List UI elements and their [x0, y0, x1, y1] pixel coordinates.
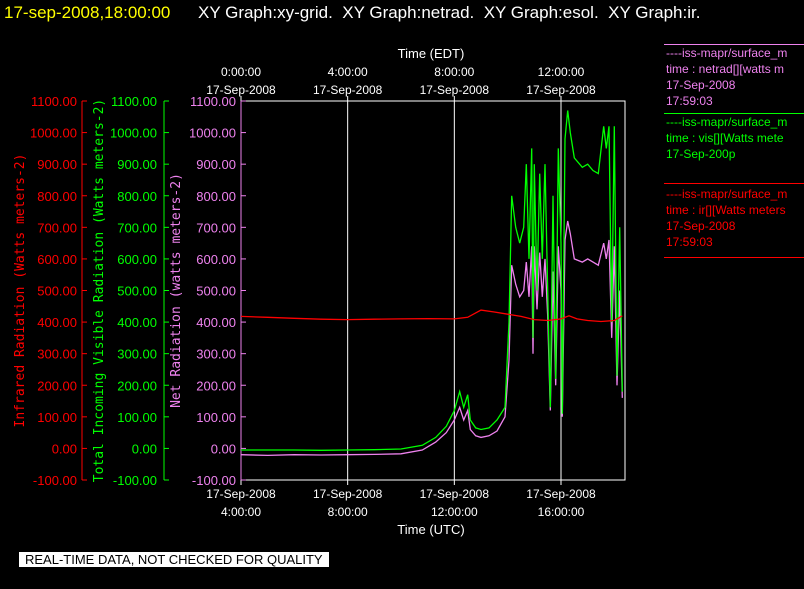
legend-date: 17-Sep-2008	[666, 78, 736, 92]
y-tick-label-net: 200.00	[196, 378, 236, 393]
series-line-visible	[241, 110, 623, 451]
y-tick-label-infrared: 800.00	[37, 189, 77, 204]
legend-variable: time : netrad[][watts m	[666, 62, 785, 76]
x-tick-label-time: 8:00:00	[328, 505, 368, 519]
y-tick-label-visible: 800.00	[117, 189, 157, 204]
y-tick-label-infrared: 900.00	[37, 157, 77, 172]
series-line-net	[241, 220, 623, 457]
top-tick-label-date: 17-Sep-2008	[420, 83, 490, 97]
plot-frame	[240, 100, 626, 481]
top-tick-label-date: 17-Sep-2008	[526, 83, 596, 97]
top-tick-label-date: 17-Sep-2008	[313, 83, 383, 97]
legend-source: ----iss-mapr/surface_m	[666, 115, 788, 129]
top-tick-label-time: 0:00:00	[221, 65, 261, 79]
graph-title-xy-grid: XY Graph:xy-grid.	[198, 3, 333, 22]
top-tick-label-date: 17-Sep-2008	[206, 83, 276, 97]
legend-date: 17-Sep-2008	[666, 219, 736, 233]
y-tick-label-infrared: 700.00	[37, 220, 77, 235]
y-tick-label-infrared: 600.00	[37, 252, 77, 267]
y-tick-label-infrared: 500.00	[37, 284, 77, 299]
legend-source: ----iss-mapr/surface_m	[666, 46, 788, 60]
y-tick-label-visible: -100.00	[113, 473, 157, 488]
graph-titles: XY Graph:xy-grid. XY Graph:netrad. XY Gr…	[198, 3, 700, 23]
y-tick-label-net: 300.00	[196, 347, 236, 362]
series-line-infrared	[241, 309, 623, 323]
y-tick-label-net: -100.00	[192, 473, 236, 488]
y-tick-label-infrared: 1000.00	[30, 126, 77, 141]
y-axis-title-visible: Total Incoming Visible Radiation (Watts …	[92, 99, 107, 483]
top-tick-label-time: 4:00:00	[328, 65, 368, 79]
y-tick-label-visible: 100.00	[117, 410, 157, 425]
y-tick-label-visible: 600.00	[117, 252, 157, 267]
x-tick-label-time: 4:00:00	[221, 505, 261, 519]
y-tick-label-visible: 500.00	[117, 284, 157, 299]
legend-time: 17:59:03	[666, 235, 713, 249]
y-tick-label-visible: 200.00	[117, 378, 157, 393]
top-tick-label-time: 8:00:00	[434, 65, 474, 79]
legend-variable: time : ir[][Watts meters	[666, 203, 786, 217]
y-tick-label-net: 800.00	[196, 189, 236, 204]
y-tick-label-infrared: 1100.00	[31, 94, 77, 109]
y-tick-label-net: 1000.00	[189, 126, 236, 141]
y-tick-label-infrared: 200.00	[37, 378, 77, 393]
y-tick-label-infrared: 100.00	[37, 410, 77, 425]
top-tick-label-time: 12:00:00	[538, 65, 585, 79]
top-axis-title: Time (EDT)	[398, 46, 465, 61]
graph-title-esol: XY Graph:esol.	[483, 3, 599, 22]
y-tick-label-net: 600.00	[196, 252, 236, 267]
y-tick-label-net: 700.00	[196, 220, 236, 235]
y-axis-title-infrared: Infrared Radiation (Watts meters-2)	[13, 154, 28, 428]
legend-separator	[664, 183, 804, 184]
y-tick-label-net: 1100.00	[190, 94, 236, 109]
x-axis-title: Time (UTC)	[397, 522, 464, 537]
graph-title-netrad: XY Graph:netrad.	[342, 3, 475, 22]
legend-entry-netrad: ----iss-mapr/surface_m time : netrad[][w…	[666, 45, 787, 109]
y-tick-label-visible: 900.00	[117, 157, 157, 172]
x-tick-label-time: 16:00:00	[538, 505, 585, 519]
y-axis-title-net: Net Radiation (watts meters-2)	[169, 173, 184, 408]
graph-title-ir: XY Graph:ir.	[608, 3, 701, 22]
y-tick-label-visible: 0.00	[132, 441, 157, 456]
timestamp-header: 17-sep-2008,18:00:00	[4, 3, 171, 22]
y-tick-label-visible: 300.00	[117, 347, 157, 362]
x-tick-label-date: 17-Sep-2008	[420, 487, 490, 501]
y-tick-label-infrared: -100.00	[33, 473, 77, 488]
y-tick-label-visible: 700.00	[117, 220, 157, 235]
legend-time: 17:59:03	[666, 94, 713, 108]
x-tick-label-date: 17-Sep-2008	[526, 487, 596, 501]
legend-variable: time : vis[][Watts mete	[666, 131, 784, 145]
legend-separator	[664, 44, 804, 45]
x-tick-label-date: 17-Sep-2008	[206, 487, 276, 501]
legend-source: ----iss-mapr/surface_m	[666, 187, 788, 201]
x-tick-label-date: 17-Sep-2008	[313, 487, 383, 501]
y-tick-label-visible: 1000.00	[110, 126, 157, 141]
legend-date: 17-Sep-200p	[666, 147, 736, 161]
legend-entry-vis: ----iss-mapr/surface_m time : vis[][Watt…	[666, 114, 787, 162]
y-tick-label-infrared: 300.00	[37, 347, 77, 362]
y-tick-label-net: 100.00	[196, 410, 236, 425]
quality-disclaimer: REAL-TIME DATA, NOT CHECKED FOR QUALITY	[19, 552, 329, 567]
legend-separator	[664, 113, 804, 114]
y-tick-label-infrared: 0.00	[52, 441, 77, 456]
legend-entry-ir: ----iss-mapr/surface_m time : ir[][Watts…	[666, 186, 787, 250]
y-tick-label-net: 500.00	[196, 284, 236, 299]
legend-separator	[664, 257, 804, 258]
y-tick-label-net: 900.00	[196, 157, 236, 172]
y-tick-label-net: 0.00	[211, 441, 236, 456]
y-tick-label-infrared: 400.00	[37, 315, 77, 330]
y-tick-label-net: 400.00	[196, 315, 236, 330]
y-tick-label-visible: 1100.00	[111, 94, 157, 109]
y-tick-label-visible: 400.00	[117, 315, 157, 330]
x-tick-label-time: 12:00:00	[431, 505, 478, 519]
